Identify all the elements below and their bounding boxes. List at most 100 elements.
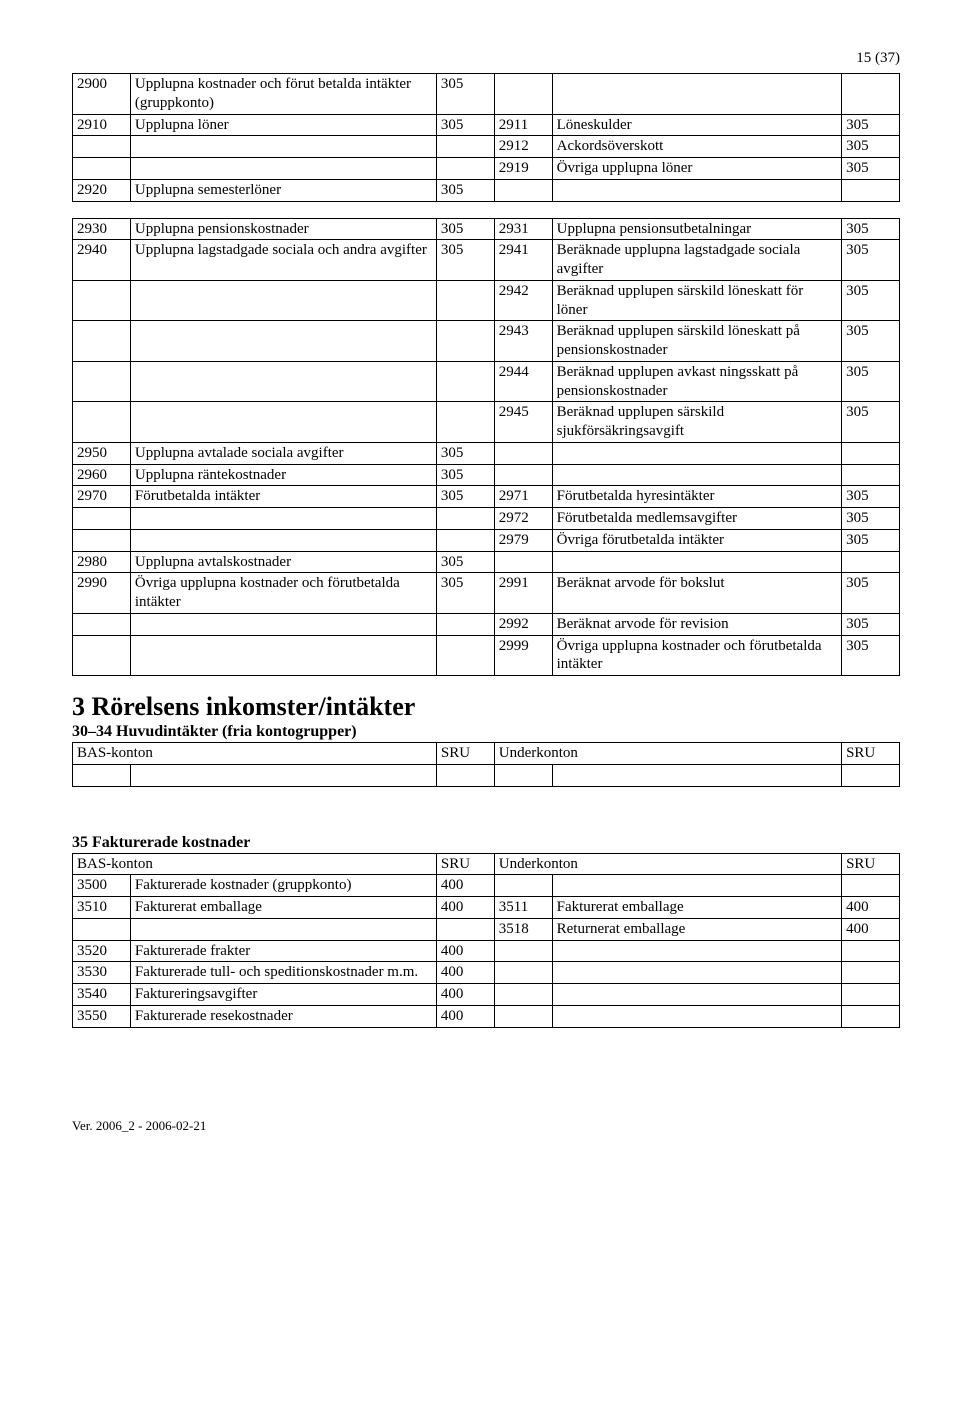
- cell: [494, 1005, 552, 1027]
- section-3-title: 3 Rörelsens inkomster/intäkter: [72, 692, 900, 722]
- cell: [130, 764, 436, 786]
- cell: Övriga upplupna kostnader och förutbetal…: [130, 573, 436, 614]
- table35-row: 3530Fakturerade tull- och speditionskost…: [73, 962, 900, 984]
- cell: [73, 280, 131, 321]
- cell: Upplupna avtalade sociala avgifter: [130, 442, 436, 464]
- cell: 2991: [494, 573, 552, 614]
- cell: Faktureringsavgifter: [130, 984, 436, 1006]
- header-cell: SRU: [842, 743, 900, 765]
- header-cell: BAS-konton: [73, 743, 437, 765]
- table2-row: 2970Förutbetalda intäkter3052971Förutbet…: [73, 486, 900, 508]
- cell: 305: [436, 551, 494, 573]
- accounts-table-1: 2900Upplupna kostnader och förut betalda…: [72, 73, 900, 202]
- cell: 400: [842, 918, 900, 940]
- cell: 3540: [73, 984, 131, 1006]
- cell: 3500: [73, 875, 131, 897]
- cell: 2972: [494, 508, 552, 530]
- cell: Beräknat arvode för revision: [552, 613, 841, 635]
- cell: 305: [842, 218, 900, 240]
- cell: Fakturerade resekostnader: [130, 1005, 436, 1027]
- table2-row: 2943Beräknad upplupen särskild löneskatt…: [73, 321, 900, 362]
- cell: Returnerat emballage: [552, 918, 841, 940]
- cell: Fakturerat emballage: [552, 897, 841, 919]
- table35-row: 3500Fakturerade kostnader (gruppkonto)40…: [73, 875, 900, 897]
- cell: [842, 940, 900, 962]
- cell: 305: [842, 402, 900, 443]
- cell: 305: [436, 74, 494, 115]
- cell: [73, 764, 131, 786]
- cell: [73, 918, 131, 940]
- table2-row: 2942Beräknad upplupen särskild löneskatt…: [73, 280, 900, 321]
- cell: Fakturerat emballage: [130, 897, 436, 919]
- cell: [552, 442, 841, 464]
- cell: 2971: [494, 486, 552, 508]
- cell: 305: [842, 136, 900, 158]
- cell: 2940: [73, 240, 131, 281]
- table2-row: 2979Övriga förutbetalda intäkter305: [73, 529, 900, 551]
- table2-row: 2990Övriga upplupna kostnader och förutb…: [73, 573, 900, 614]
- header-cell: Underkonton: [494, 743, 841, 765]
- cell: 3510: [73, 897, 131, 919]
- footer-version: Ver. 2006_2 - 2006-02-21: [72, 1118, 900, 1134]
- cell: 305: [842, 158, 900, 180]
- cell: [436, 508, 494, 530]
- cell: [130, 158, 436, 180]
- cell: Fakturerade tull- och speditionskostnade…: [130, 962, 436, 984]
- cell: [494, 551, 552, 573]
- cell: [73, 613, 131, 635]
- cell: Beräknad upplupen särskild löneskatt på …: [552, 321, 841, 362]
- cell: Förutbetalda intäkter: [130, 486, 436, 508]
- cell: [130, 402, 436, 443]
- cell: Övriga förutbetalda intäkter: [552, 529, 841, 551]
- cell: [436, 361, 494, 402]
- table1-row: 2900Upplupna kostnader och förut betalda…: [73, 74, 900, 115]
- cell: [130, 613, 436, 635]
- cell: 305: [842, 280, 900, 321]
- cell: 400: [842, 897, 900, 919]
- cell: [130, 529, 436, 551]
- cell: [842, 74, 900, 115]
- cell: 2920: [73, 179, 131, 201]
- section-3-subhead: 30–34 Huvudintäkter (fria kontogrupper): [72, 723, 900, 741]
- table1-row: 2912Ackordsöverskott305: [73, 136, 900, 158]
- cell: [552, 962, 841, 984]
- table2-row: 2999Övriga upplupna kostnader och förutb…: [73, 635, 900, 676]
- cell: Övriga upplupna kostnader och förutbetal…: [552, 635, 841, 676]
- cell: 400: [436, 897, 494, 919]
- cell: 2999: [494, 635, 552, 676]
- section-35-table: BAS-kontonSRUUnderkontonSRU3500Fakturera…: [72, 853, 900, 1028]
- cell: 400: [436, 940, 494, 962]
- cell: 2910: [73, 114, 131, 136]
- cell: 305: [436, 442, 494, 464]
- table35-row: 3520Fakturerade frakter400: [73, 940, 900, 962]
- cell: [552, 1005, 841, 1027]
- table1-row: 2910Upplupna löner3052911Löneskulder305: [73, 114, 900, 136]
- table35-row: 3518Returnerat emballage400: [73, 918, 900, 940]
- table2-row: 2960Upplupna räntekostnader305: [73, 464, 900, 486]
- cell: [842, 179, 900, 201]
- cell: 305: [842, 361, 900, 402]
- cell: [436, 280, 494, 321]
- cell: [842, 962, 900, 984]
- table2-row: 2930Upplupna pensionskostnader3052931Upp…: [73, 218, 900, 240]
- cell: 2944: [494, 361, 552, 402]
- cell: [130, 361, 436, 402]
- cell: [73, 529, 131, 551]
- cell: [130, 280, 436, 321]
- cell: [130, 136, 436, 158]
- cell: [73, 508, 131, 530]
- cell: 2911: [494, 114, 552, 136]
- cell: [73, 361, 131, 402]
- cell: Fakturerade frakter: [130, 940, 436, 962]
- cell: [494, 464, 552, 486]
- cell: 305: [842, 613, 900, 635]
- cell: Förutbetalda hyresintäkter: [552, 486, 841, 508]
- cell: Beräknad upplupen avkast ningsskatt på p…: [552, 361, 841, 402]
- cell: [130, 918, 436, 940]
- cell: [436, 764, 494, 786]
- cell: 400: [436, 1005, 494, 1027]
- cell: 2912: [494, 136, 552, 158]
- cell: 305: [842, 508, 900, 530]
- cell: 400: [436, 962, 494, 984]
- cell: 3511: [494, 897, 552, 919]
